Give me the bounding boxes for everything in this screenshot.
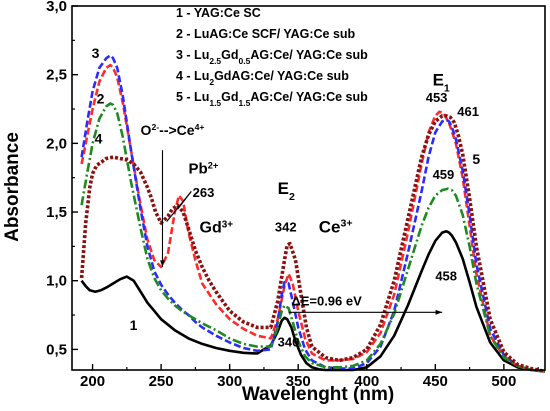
o-ce-arrow-head xyxy=(160,260,165,267)
legend-entry: 5 - Lu1.5Gd1.5AG:Ce/ YAG:Ce sub xyxy=(176,90,368,108)
pb-leader-2 xyxy=(177,191,192,210)
e1-peak-459: 459 xyxy=(433,167,455,182)
series-s3-line xyxy=(80,54,546,373)
y-tick-label: 2,5 xyxy=(46,67,67,84)
x-tick-label: 400 xyxy=(354,373,379,390)
plot-frame xyxy=(71,5,546,371)
e2-peak-label: 342 xyxy=(275,219,297,234)
curve-label-1: 1 xyxy=(130,317,138,333)
y-axis-title: Absorbance xyxy=(2,132,23,242)
legend: 1 - YAG:Ce SC 2 - LuAG:Ce SCF/ YAG:Ce sub… xyxy=(176,6,368,108)
ce-label: Ce3+ xyxy=(319,218,353,237)
x-tick-label: 200 xyxy=(80,373,105,390)
delta-e-arrow-head xyxy=(435,309,443,315)
gd-label: Gd3+ xyxy=(200,219,234,237)
x-tick-label: 250 xyxy=(149,373,174,390)
e1-peak-461: 461 xyxy=(457,104,479,119)
e2-peak-low-label: 340 xyxy=(278,335,300,350)
annotations: 3 2 4 1 5 O2--->Ce4+ Pb2+ 263 Gd3+ E2 342 340 Ce3+ E1… xyxy=(92,45,481,349)
o-ce-charge-transfer-label: O2--->Ce4+ xyxy=(141,122,205,138)
series-s1-line xyxy=(80,230,546,373)
curve-label-5: 5 xyxy=(472,151,480,167)
y-tick-label: 0,5 xyxy=(46,341,67,358)
y-tick-label: 1,0 xyxy=(46,273,67,290)
e1-peak-453: 453 xyxy=(426,90,448,105)
x-tick-label: 350 xyxy=(286,373,311,390)
delta-e-label: ΔE=0.96 eV xyxy=(291,293,362,308)
ticks-layer: 200 250 300 350 400 450 500 0,5 1,0 1,5 2,0 2,5 3,0 xyxy=(46,0,539,390)
e1-label: E1 xyxy=(433,71,450,95)
legend-entry: 1 - YAG:Ce SC xyxy=(176,6,261,20)
series-s5-line xyxy=(79,114,546,374)
pb-label: Pb2+ xyxy=(189,161,219,178)
y-tick-label: 3,0 xyxy=(46,0,67,15)
curve-label-2: 2 xyxy=(97,91,105,107)
x-tick-label: 500 xyxy=(491,373,516,390)
curve-label-3: 3 xyxy=(92,45,100,61)
x-tick-label: 300 xyxy=(217,373,242,390)
y-tick-label: 2,0 xyxy=(46,135,67,152)
pb-wavelength: 263 xyxy=(193,185,215,200)
x-tick-label: 450 xyxy=(423,373,448,390)
legend-entry: 4 - Lu2GdAG:Ce/ YAG:Ce sub xyxy=(176,69,349,87)
series-s4-line xyxy=(80,102,546,373)
x-axis-title: Wavelenght (nm) xyxy=(242,384,394,405)
legend-entry: 3 - Lu2.5Gd0.5AG:Ce/ YAG:Ce sub xyxy=(176,48,368,66)
e2-label: E2 xyxy=(278,179,295,203)
legend-entry: 2 - LuAG:Ce SCF/ YAG:Ce sub xyxy=(176,27,356,41)
curve-label-4: 4 xyxy=(95,130,103,146)
y-tick-label: 1,5 xyxy=(46,204,67,221)
series-layer xyxy=(79,54,546,374)
e1-peak-458: 458 xyxy=(435,269,457,284)
